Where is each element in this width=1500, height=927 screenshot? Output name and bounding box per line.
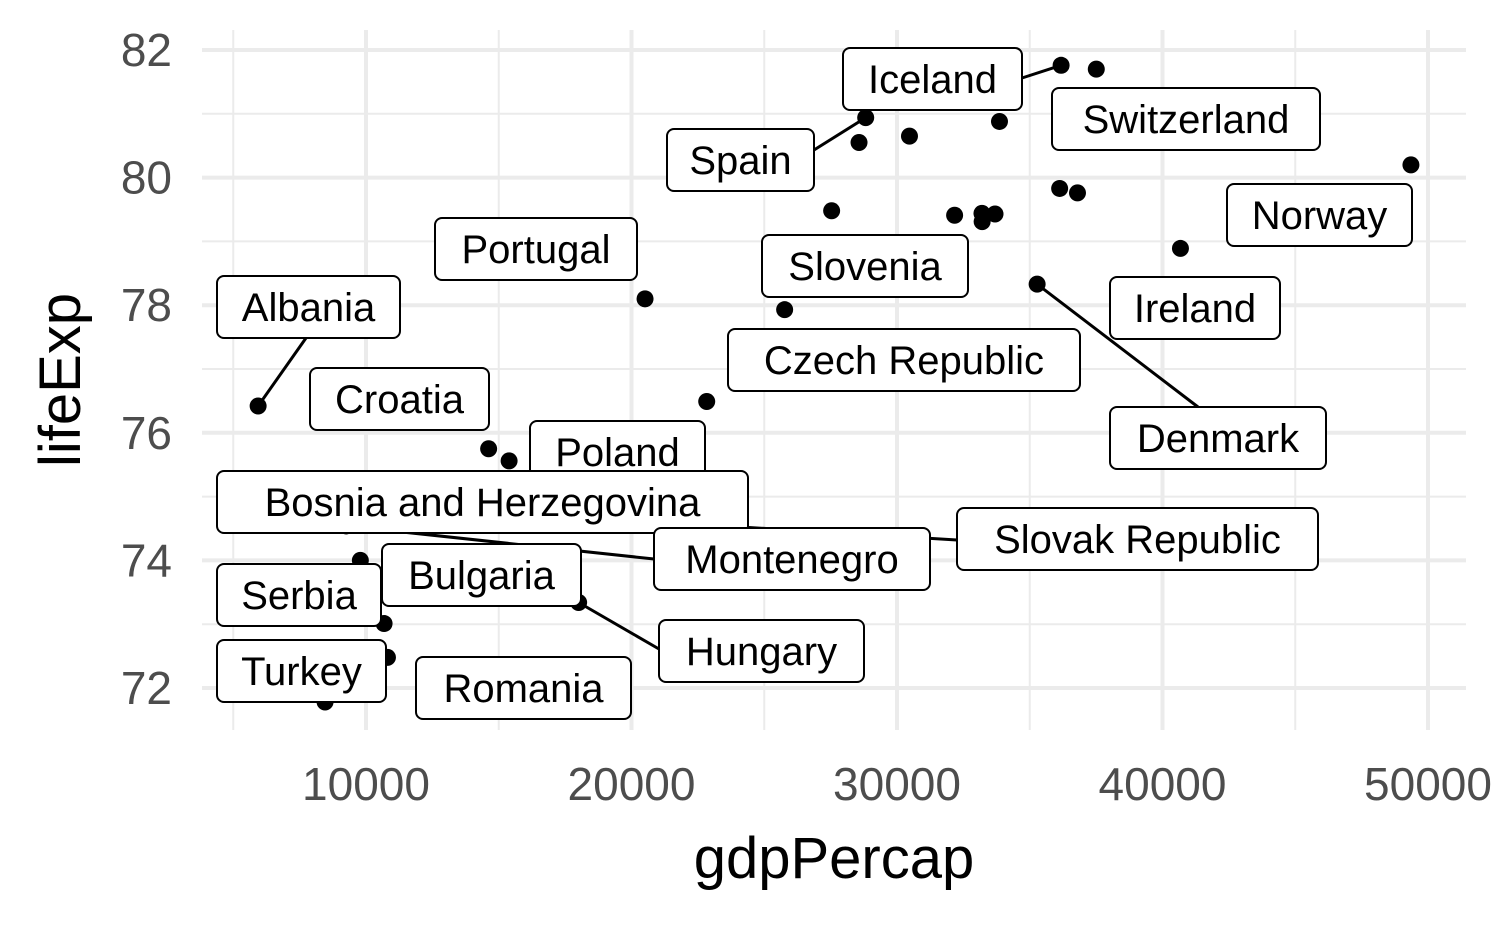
data-point — [1068, 184, 1086, 202]
point-label-box — [216, 470, 749, 534]
point-label-box — [956, 507, 1319, 571]
point-label-box — [1109, 276, 1281, 340]
data-point — [990, 112, 1008, 130]
y-tick-label: 80 — [121, 152, 172, 204]
point-label: Switzerland — [1083, 98, 1290, 142]
x-tick-label: 30000 — [833, 758, 961, 810]
data-point — [1171, 239, 1189, 257]
data-point — [973, 204, 991, 222]
y-tick-label: 78 — [121, 279, 172, 331]
x-tick-label: 10000 — [302, 758, 430, 810]
data-point — [1087, 60, 1105, 78]
data-point — [1051, 179, 1069, 197]
y-tick-label: 76 — [121, 407, 172, 459]
point-label: Spain — [689, 139, 791, 183]
point-label: Albania — [242, 286, 376, 330]
point-label-box — [1109, 406, 1327, 470]
data-point — [500, 452, 518, 470]
data-point — [946, 206, 964, 224]
point-label-box — [1051, 87, 1321, 151]
data-point — [857, 109, 875, 127]
data-point — [636, 290, 654, 308]
point-label: Turkey — [241, 650, 362, 694]
data-point — [776, 301, 794, 319]
point-label: Slovenia — [788, 245, 942, 289]
point-label-box — [653, 527, 931, 591]
data-point — [823, 202, 841, 220]
point-label-box — [434, 217, 638, 281]
point-label-box — [666, 128, 815, 192]
point-label-box — [1226, 183, 1413, 247]
x-tick-label: 40000 — [1099, 758, 1227, 810]
x-axis-ticks: 10000 20000 30000 40000 50000 — [302, 758, 1492, 810]
label-leader-line — [813, 116, 867, 152]
point-label: Montenegro — [685, 538, 898, 582]
point-label-box — [216, 563, 382, 627]
point-label: Norway — [1252, 194, 1388, 238]
data-point — [900, 127, 918, 145]
data-point — [1402, 156, 1420, 174]
data-point — [1028, 275, 1046, 293]
y-tick-label: 74 — [121, 534, 172, 586]
point-label-box — [658, 619, 865, 683]
data-point — [986, 205, 1004, 223]
x-tick-label: 50000 — [1364, 758, 1492, 810]
point-label: Denmark — [1137, 417, 1300, 461]
point-label: Bosnia and Herzegovina — [265, 481, 702, 525]
point-label-box — [216, 639, 387, 703]
y-tick-label: 72 — [121, 662, 172, 714]
point-label: Bulgaria — [408, 554, 556, 598]
point-label-box — [309, 367, 490, 431]
x-tick-label: 20000 — [568, 758, 696, 810]
x-axis-title: gdpPercap — [694, 826, 975, 891]
point-label: Poland — [555, 431, 680, 475]
point-label: Slovak Republic — [994, 518, 1281, 562]
y-axis-ticks: 72 74 76 78 80 82 — [121, 24, 172, 714]
point-label: Romania — [443, 667, 604, 711]
data-point — [850, 134, 868, 152]
y-axis-title: lifeExp — [28, 293, 93, 467]
data-point — [480, 440, 498, 458]
data-point — [698, 393, 716, 411]
point-label: Hungary — [686, 630, 837, 674]
label-leader-line — [256, 337, 308, 407]
point-labels: Iceland Switzerland Spain Norway Ireland Port… — [216, 47, 1413, 720]
point-label-box — [216, 275, 401, 339]
label-leader-line — [577, 601, 660, 651]
point-label-box — [761, 234, 969, 298]
point-label: Croatia — [335, 378, 465, 422]
label-leader-line — [1036, 282, 1199, 409]
point-label: Portugal — [462, 228, 611, 272]
point-label: Czech Republic — [764, 339, 1044, 383]
point-label-box — [842, 47, 1023, 111]
point-label: Ireland — [1134, 287, 1256, 331]
point-label-box — [727, 328, 1081, 392]
point-label-box — [415, 656, 632, 720]
y-tick-label: 82 — [121, 24, 172, 76]
point-label: Serbia — [241, 574, 357, 618]
data-point — [249, 397, 267, 415]
point-label: Iceland — [868, 58, 997, 102]
data-point — [1052, 56, 1070, 74]
